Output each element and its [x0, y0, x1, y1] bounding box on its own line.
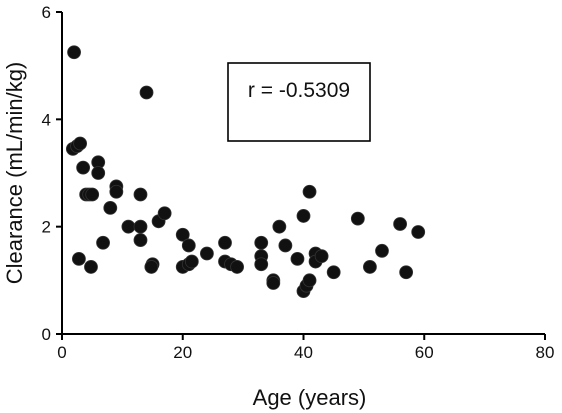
- data-point: [133, 219, 148, 234]
- data-point: [157, 206, 172, 221]
- data-point: [76, 160, 91, 175]
- data-point: [184, 254, 199, 269]
- y-ticks: 0 2 4 6: [42, 3, 62, 344]
- data-point: [96, 235, 110, 250]
- x-tick-label: 80: [536, 343, 555, 362]
- data-point: [139, 85, 154, 100]
- y-tick-label: 4: [42, 110, 51, 129]
- data-point: [67, 45, 81, 60]
- y-tick-label: 6: [42, 3, 51, 22]
- data-point: [278, 238, 293, 253]
- data-point: [91, 166, 106, 180]
- data-point: [72, 251, 86, 266]
- annotation-text: r = -0.5309: [248, 79, 350, 102]
- data-point: [133, 233, 148, 247]
- data-point: [175, 227, 190, 242]
- data-point: [73, 136, 88, 151]
- data-point: [121, 219, 136, 234]
- data-point: [393, 217, 408, 231]
- data-point: [375, 243, 389, 258]
- data-point: [363, 260, 377, 274]
- y-tick-label: 2: [42, 218, 51, 237]
- x-ticks: 0 20 40 60 80: [57, 334, 554, 362]
- data-point: [218, 235, 232, 250]
- data-point: [326, 265, 341, 280]
- data-point: [230, 260, 244, 274]
- data-point: [411, 225, 426, 239]
- data-point: [85, 187, 100, 202]
- x-tick-label: 40: [294, 343, 313, 362]
- x-tick-label: 0: [57, 343, 66, 362]
- data-point: [181, 238, 196, 253]
- x-tick-label: 60: [415, 343, 434, 362]
- data-point: [103, 200, 118, 215]
- data-point: [109, 184, 124, 199]
- data-point: [296, 209, 311, 223]
- data-point: [350, 211, 365, 226]
- data-point: [302, 184, 317, 199]
- y-tick-label: 0: [42, 325, 51, 344]
- data-point: [133, 187, 148, 202]
- data-point: [254, 257, 269, 272]
- x-axis-title: Age (years): [253, 385, 367, 410]
- y-axis-title: Clearance (mL/min/kg): [2, 62, 27, 285]
- data-point: [272, 219, 287, 234]
- data-point: [302, 273, 317, 288]
- data-point: [290, 251, 305, 266]
- annotation-box: [227, 62, 371, 142]
- x-tick-label: 20: [173, 343, 192, 362]
- data-point: [254, 235, 269, 250]
- data-point: [199, 246, 214, 261]
- data-point: [84, 260, 98, 274]
- data-point: [144, 260, 159, 274]
- correlation-annotation: r = -0.5309: [227, 62, 371, 142]
- data-point: [314, 249, 329, 264]
- data-point: [266, 276, 281, 290]
- data-points: [65, 45, 426, 298]
- data-point: [399, 265, 414, 280]
